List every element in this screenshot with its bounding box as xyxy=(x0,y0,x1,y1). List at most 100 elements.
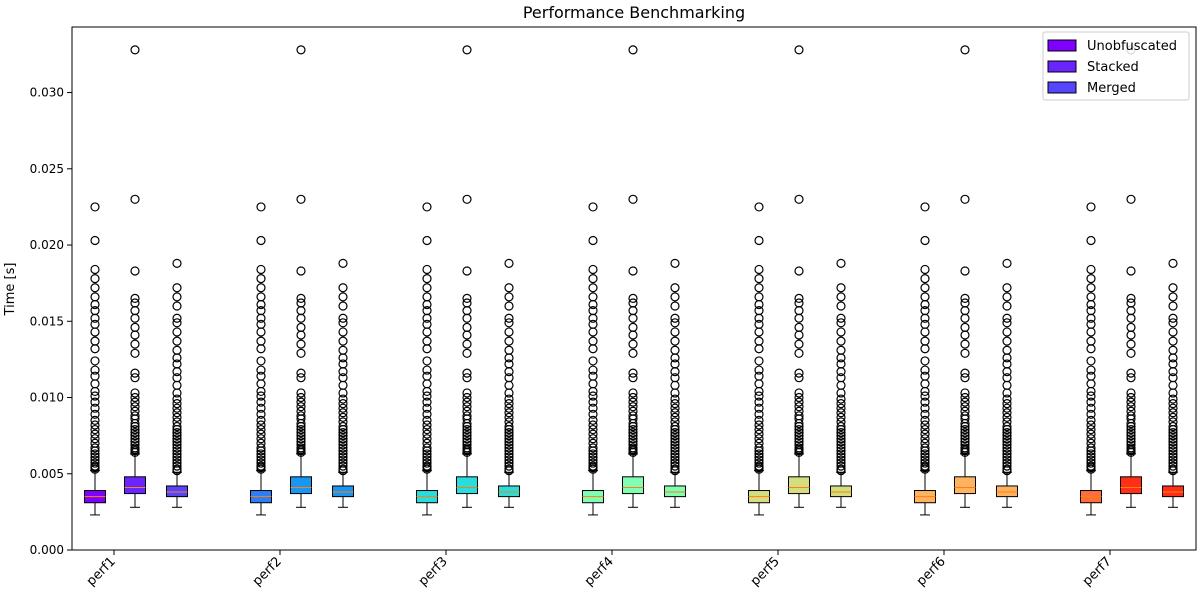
outlier-point xyxy=(920,420,930,430)
outlier-point xyxy=(836,466,846,476)
outlier-point xyxy=(670,399,680,409)
outlier-point xyxy=(1126,330,1136,340)
outlier-point xyxy=(462,421,472,432)
outlier-point xyxy=(588,306,598,316)
outlier-point xyxy=(90,452,100,462)
outlier-point xyxy=(1002,403,1012,413)
outlier-point xyxy=(504,440,514,450)
outlier-point xyxy=(1168,461,1178,471)
outlier-point xyxy=(1086,391,1096,401)
outlier-point xyxy=(172,455,182,465)
outlier-point xyxy=(296,373,306,383)
outlier-point xyxy=(172,336,182,346)
y-tick-label: 0.015 xyxy=(30,314,64,328)
outlier-point xyxy=(960,45,970,55)
outlier-point xyxy=(338,292,348,302)
outlier-point xyxy=(920,273,930,284)
outlier-point xyxy=(422,464,432,474)
y-tick-label: 0.000 xyxy=(30,543,64,557)
outlier-point xyxy=(256,235,266,246)
outlier-point xyxy=(172,380,182,390)
outlier-point xyxy=(920,235,930,246)
outlier-point xyxy=(1168,443,1178,453)
outlier-point xyxy=(130,373,140,383)
outlier-point xyxy=(920,415,930,425)
outlier-point xyxy=(628,447,638,458)
outlier-point xyxy=(670,283,680,293)
outlier-point xyxy=(754,458,764,468)
outlier-point xyxy=(296,431,306,441)
outlier-point xyxy=(920,292,930,302)
outlier-point xyxy=(670,461,680,471)
outlier-point xyxy=(836,455,846,465)
outlier-point xyxy=(504,399,514,409)
outlier-point xyxy=(1002,399,1012,409)
outlier-point xyxy=(130,348,140,358)
outlier-point xyxy=(836,388,846,398)
outlier-point xyxy=(1002,359,1012,369)
box-body xyxy=(1162,485,1184,498)
outlier-point xyxy=(628,434,638,444)
outlier-point xyxy=(836,452,846,462)
x-tick-label: perf5 xyxy=(748,554,783,589)
outlier-point xyxy=(462,194,472,204)
outlier-point xyxy=(256,319,266,329)
outlier-point xyxy=(462,313,472,323)
outlier-point xyxy=(172,353,182,363)
outlier-point xyxy=(296,339,306,349)
outlier-point xyxy=(588,202,598,212)
outlier-point xyxy=(628,424,638,435)
outlier-point xyxy=(462,266,472,276)
x-tick-label: perf7 xyxy=(1080,554,1115,589)
outlier-point xyxy=(130,388,140,398)
outlier-point xyxy=(754,449,764,459)
outlier-point xyxy=(794,424,804,435)
box-perf1-unobfuscated xyxy=(84,202,106,516)
outlier-point xyxy=(422,379,432,389)
outlier-point xyxy=(338,394,348,404)
outlier-point xyxy=(670,345,680,355)
outlier-point xyxy=(1002,421,1012,432)
outlier-point xyxy=(462,392,472,403)
outlier-point xyxy=(628,306,638,316)
outlier-point xyxy=(130,397,140,407)
outlier-point xyxy=(90,299,100,310)
outlier-point xyxy=(628,45,638,55)
outlier-point xyxy=(296,424,306,435)
outlier-point xyxy=(1168,292,1178,302)
outlier-point xyxy=(422,446,432,456)
outlier-point xyxy=(1126,306,1136,316)
outlier-point xyxy=(1126,266,1136,276)
outlier-point xyxy=(130,402,140,412)
outlier-point xyxy=(462,293,472,304)
outlier-point xyxy=(462,306,472,316)
outlier-point xyxy=(588,458,598,468)
x-tick-label: perf1 xyxy=(84,554,119,589)
outlier-point xyxy=(1002,336,1012,346)
outlier-point xyxy=(256,306,266,316)
box-body xyxy=(332,485,354,498)
outlier-point xyxy=(1086,299,1096,310)
outlier-point xyxy=(670,403,680,413)
outlier-point xyxy=(920,391,930,401)
outlier-point xyxy=(1168,431,1178,441)
outlier-point xyxy=(754,403,764,413)
outlier-point xyxy=(794,392,804,403)
outlier-point xyxy=(1168,466,1178,476)
outlier-point xyxy=(836,380,846,390)
outlier-point xyxy=(256,273,266,284)
outlier-point xyxy=(1168,434,1178,444)
outlier-point xyxy=(754,336,764,346)
outlier-point xyxy=(90,434,100,444)
outlier-point xyxy=(90,313,100,323)
outlier-point xyxy=(296,388,306,398)
outlier-point xyxy=(920,464,930,474)
outlier-point xyxy=(920,424,930,435)
outlier-point xyxy=(256,446,266,456)
outlier-point xyxy=(628,368,638,378)
outlier-point xyxy=(256,336,266,346)
outlier-point xyxy=(1126,348,1136,358)
outlier-point xyxy=(588,264,598,275)
plot-frame xyxy=(71,26,1197,551)
outlier-point xyxy=(338,440,348,450)
